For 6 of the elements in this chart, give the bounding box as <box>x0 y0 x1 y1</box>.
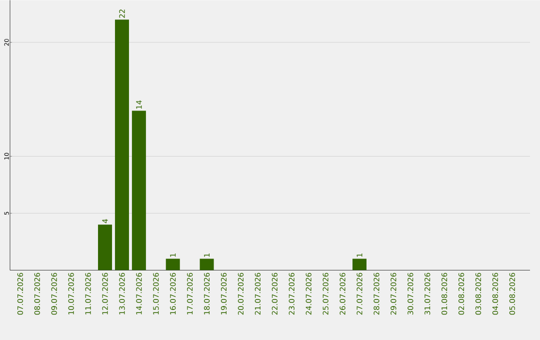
bar <box>98 224 112 270</box>
bar <box>352 258 366 270</box>
bar <box>114 19 129 270</box>
bar <box>132 110 146 270</box>
bar <box>200 258 214 270</box>
bar <box>166 258 180 270</box>
